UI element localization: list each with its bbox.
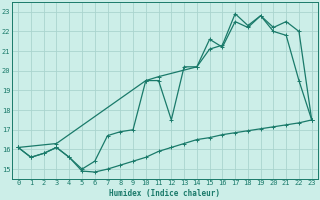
X-axis label: Humidex (Indice chaleur): Humidex (Indice chaleur) [109,189,220,198]
